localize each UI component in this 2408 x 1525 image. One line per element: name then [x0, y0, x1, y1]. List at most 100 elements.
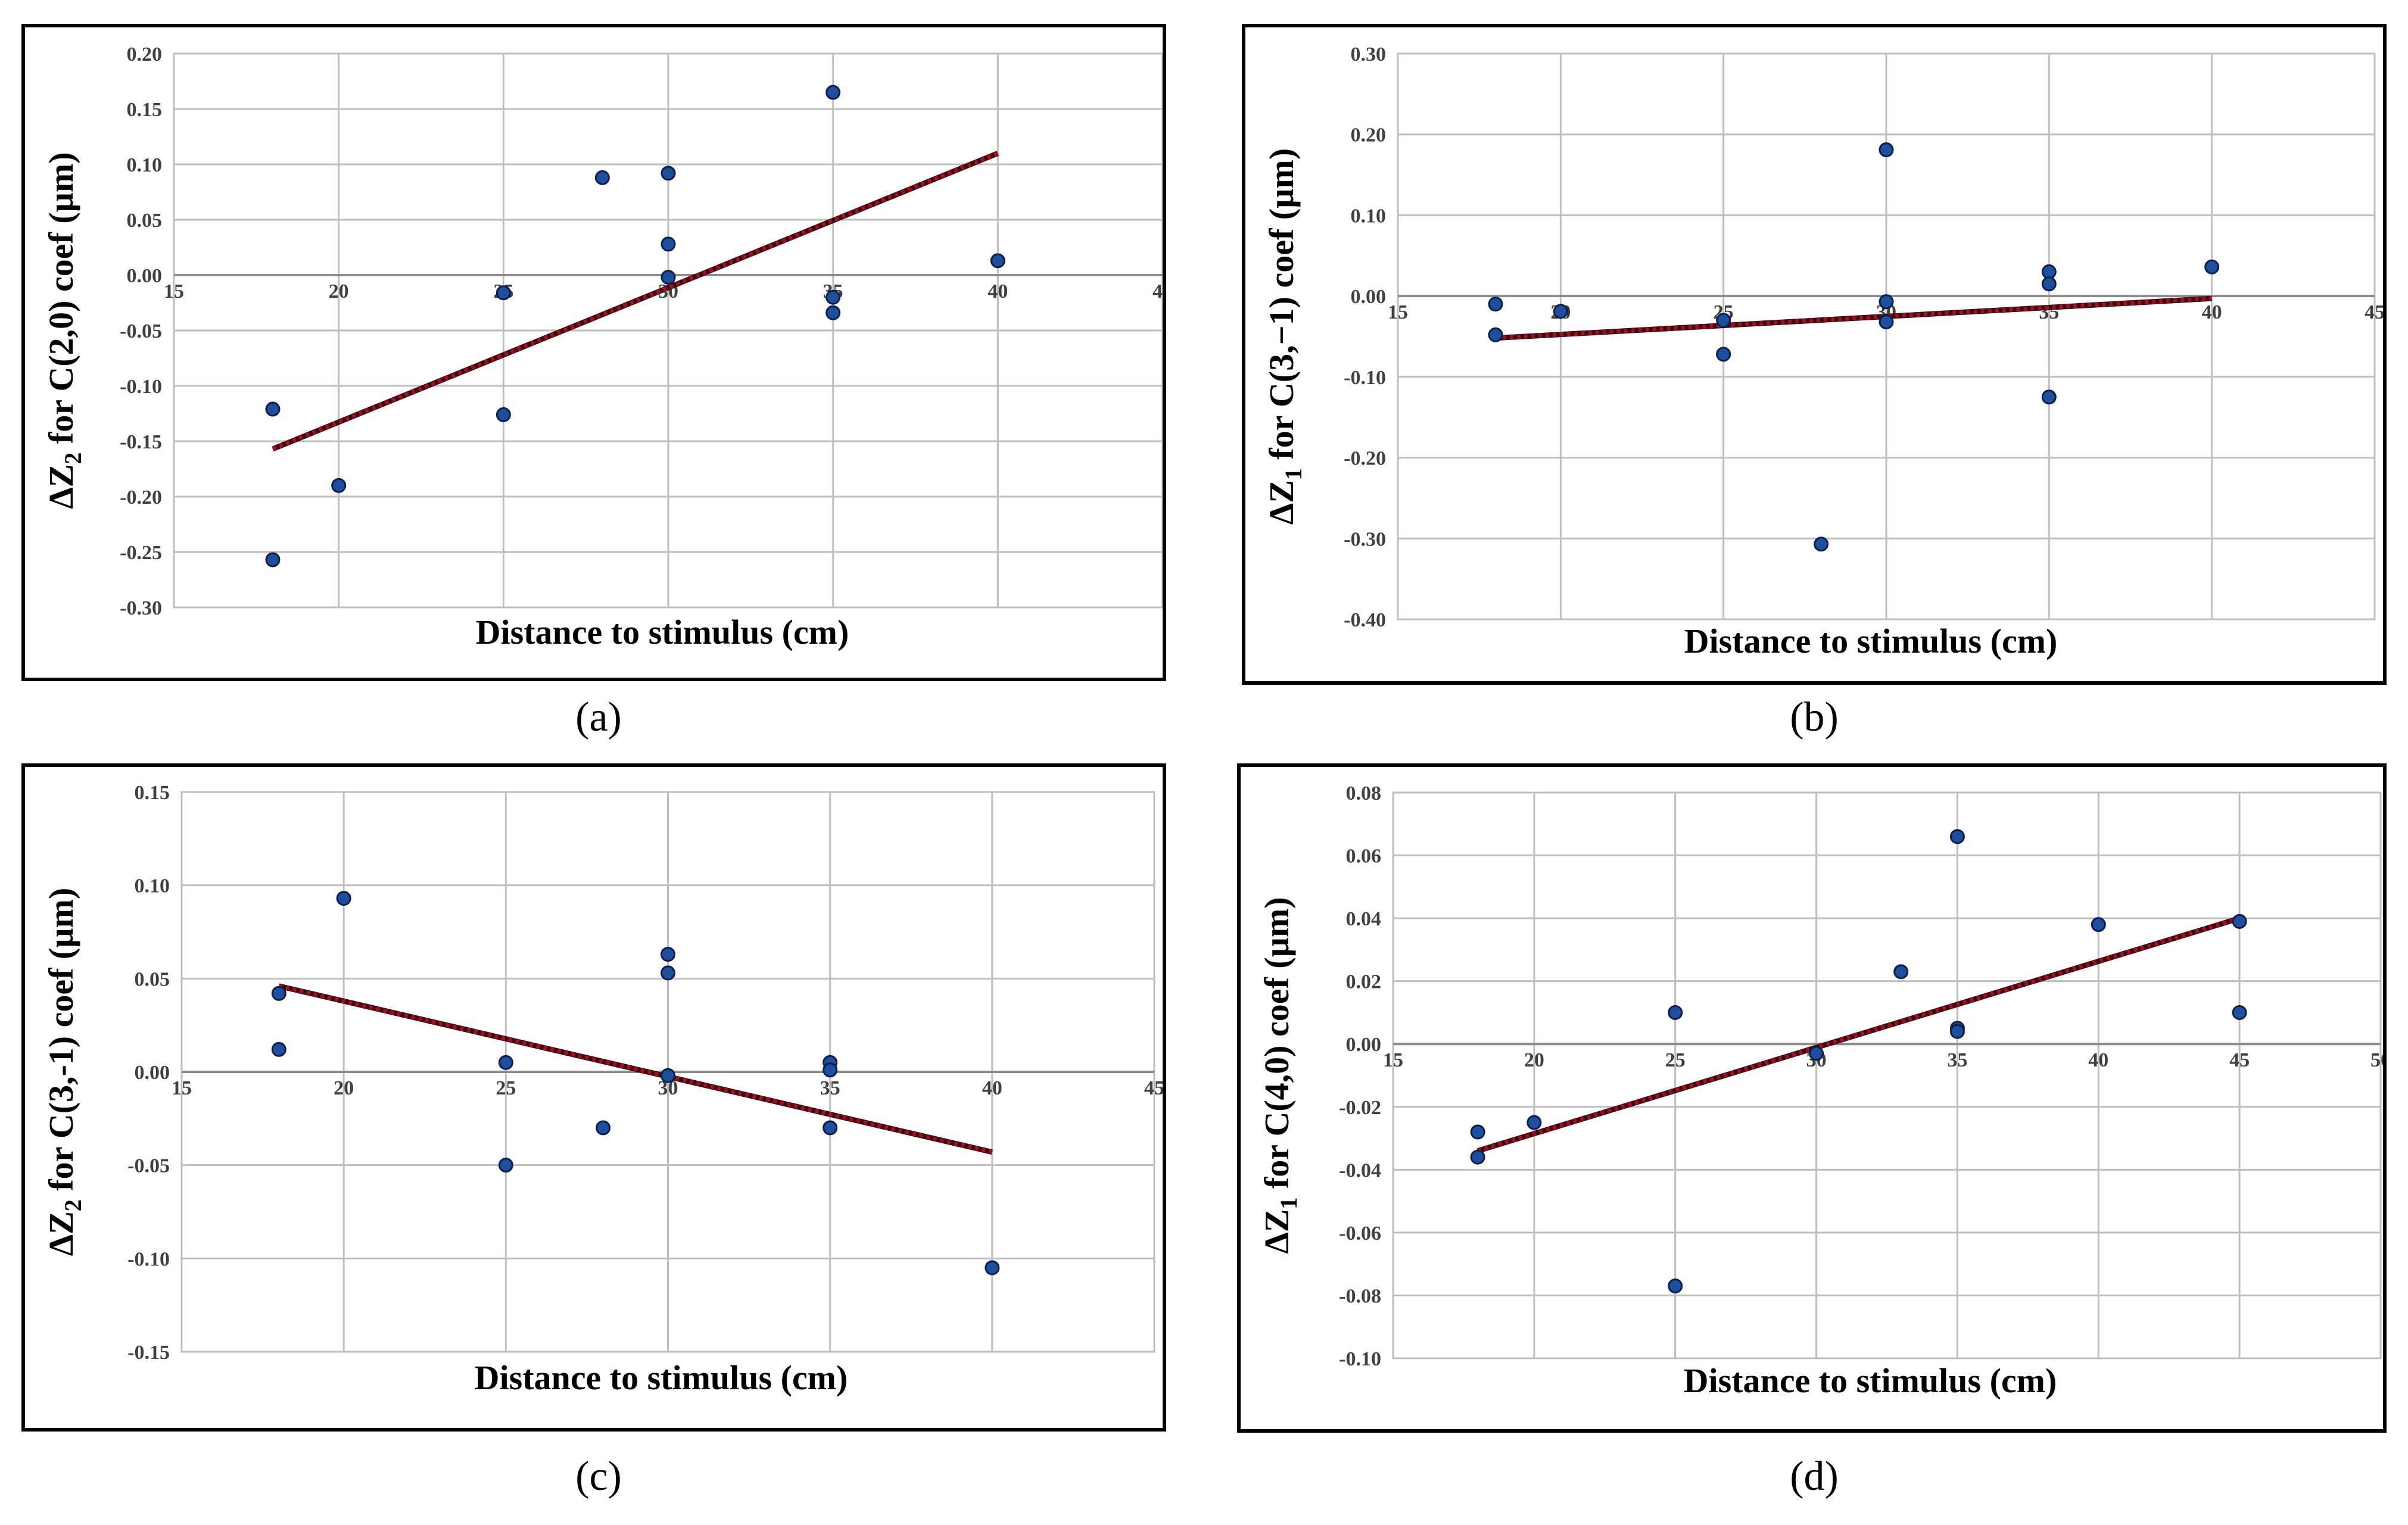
x-axis-title: Distance to stimulus (cm) [476, 613, 849, 651]
data-point [496, 407, 511, 422]
x-tick-label: 20 [334, 1077, 354, 1099]
y-tick-label: -0.20 [120, 486, 162, 509]
data-point [661, 270, 676, 285]
y-tick-label: 0.20 [1351, 124, 1387, 146]
x-tick-label: 40 [988, 280, 1008, 302]
caption-b: (b) [1790, 694, 1839, 740]
y-axis-title: ΔZ1 for C(3,−1) coef (µm) [1262, 148, 1307, 525]
x-axis-title: Distance to stimulus (cm) [1684, 622, 2058, 660]
chart-a-svg: 15202530354045-0.30-0.25-0.20-0.15-0.10-… [42, 43, 1163, 651]
data-point [1668, 1278, 1683, 1294]
y-tick-label: 0.00 [1346, 1034, 1382, 1056]
y-axis-title: ΔZ2 for C(2,0) coef (µm) [42, 152, 86, 509]
data-point [265, 401, 281, 417]
x-axis-title: Distance to stimulus (cm) [475, 1358, 848, 1397]
data-point [1893, 964, 1909, 980]
y-tick-label: -0.15 [127, 1342, 170, 1364]
data-point [825, 85, 841, 100]
y-tick-label: 0.02 [1346, 971, 1382, 993]
data-point [496, 285, 511, 301]
chart-panel-a: 15202530354045-0.30-0.25-0.20-0.15-0.10-… [21, 24, 1166, 681]
y-tick-label: -0.08 [1339, 1285, 1381, 1307]
y-tick-label: 0.05 [135, 968, 170, 990]
chart-d-svg: 1520253035404550-0.10-0.08-0.06-0.04-0.0… [1257, 782, 2383, 1400]
y-tick-label: 0.10 [127, 154, 163, 176]
data-point [2204, 259, 2220, 275]
y-tick-label: 0.10 [135, 875, 170, 897]
x-tick-label: 25 [1665, 1049, 1686, 1071]
data-point [1879, 314, 1894, 330]
data-point [271, 986, 286, 1001]
trendline [1495, 296, 2212, 341]
data-point [661, 1068, 675, 1083]
data-point [596, 1120, 611, 1136]
y-tick-label: -0.40 [1344, 609, 1386, 631]
data-point [823, 1120, 838, 1136]
data-point [1879, 294, 1894, 310]
trendline-shadow [1476, 915, 2241, 1153]
y-tick-label: -0.10 [1344, 367, 1386, 389]
data-point [1470, 1124, 1485, 1140]
x-tick-label: 15 [1388, 301, 1408, 323]
data-point [1814, 537, 1829, 552]
data-point [1488, 297, 1503, 312]
data-point [661, 965, 675, 981]
data-point [1949, 829, 1965, 844]
x-axis-title: Distance to stimulus (cm) [1684, 1361, 2057, 1400]
y-tick-label: 0.30 [1351, 43, 1387, 66]
y-tick-label: -0.30 [1344, 528, 1386, 550]
y-tick-label: -0.02 [1339, 1097, 1381, 1119]
y-tick-label: -0.15 [120, 431, 162, 453]
data-point [1488, 327, 1503, 342]
data-point [1716, 313, 1731, 328]
data-point [661, 947, 675, 962]
chart-panel-d: 1520253035404550-0.10-0.08-0.06-0.04-0.0… [1237, 763, 2387, 1433]
y-tick-label: 0.05 [127, 210, 163, 232]
chart-panel-c: 15 20 25 30 35 40 45 -0.15 -0.10 -0.05 0.00 0.05 0.1… [21, 763, 1166, 1432]
y-tick-label: 0.15 [127, 99, 163, 121]
trendline [272, 151, 999, 451]
x-tick-label: 40 [2202, 301, 2222, 323]
y-tick-label: 0.08 [1346, 782, 1382, 804]
plot-area [1392, 791, 2382, 1359]
y-tick-label: -0.30 [120, 597, 162, 619]
x-tick-label: 15 [164, 280, 184, 302]
x-tick-label: 40 [982, 1077, 1002, 1099]
data-point [1716, 347, 1731, 362]
data-point [823, 1062, 838, 1078]
caption-d: (d) [1790, 1454, 1839, 1499]
y-tick-label: -0.10 [1339, 1348, 1381, 1370]
y-tick-label: -0.04 [1339, 1159, 1381, 1181]
y-tick-label: -0.20 [1344, 448, 1386, 470]
y-tick-label: 0.15 [135, 782, 170, 804]
data-point [331, 478, 347, 493]
data-point [265, 552, 281, 567]
y-tick-label: 0.00 [135, 1062, 170, 1084]
y-tick-label: 0.10 [1351, 205, 1387, 227]
data-point [1553, 304, 1568, 319]
data-point [1809, 1046, 1824, 1061]
data-point [1949, 1024, 1965, 1039]
x-tick-label: 20 [329, 280, 349, 302]
data-point [825, 305, 841, 320]
data-point [1879, 142, 1894, 157]
chart-b-svg: 15202530354045-0.40-0.30-0.20-0.100.000.… [1262, 43, 2383, 660]
caption-a: (a) [575, 694, 622, 740]
data-point [336, 891, 351, 906]
y-axis-title: ΔZ1 for C(4,0) coef (µm) [1257, 897, 1302, 1253]
x-tick-label: 45 [1144, 1077, 1163, 1099]
data-point [498, 1158, 513, 1173]
data-point [985, 1260, 1000, 1275]
x-tick-label: 35 [820, 1077, 840, 1099]
data-point [498, 1055, 513, 1070]
x-tick-label: 45 [2229, 1049, 2250, 1071]
data-point [2041, 276, 2057, 292]
y-tick-label: -0.25 [120, 542, 162, 564]
y-axis-title: ΔZ2 for C(3,-1) coef (µm) [42, 888, 86, 1256]
data-point [2232, 913, 2247, 929]
data-point [2232, 1005, 2247, 1020]
y-tick-label: -0.05 [127, 1155, 170, 1177]
x-tick-label: 50 [2370, 1049, 2383, 1071]
data-point [2041, 264, 2057, 279]
y-tick-label: 0.04 [1346, 908, 1382, 930]
